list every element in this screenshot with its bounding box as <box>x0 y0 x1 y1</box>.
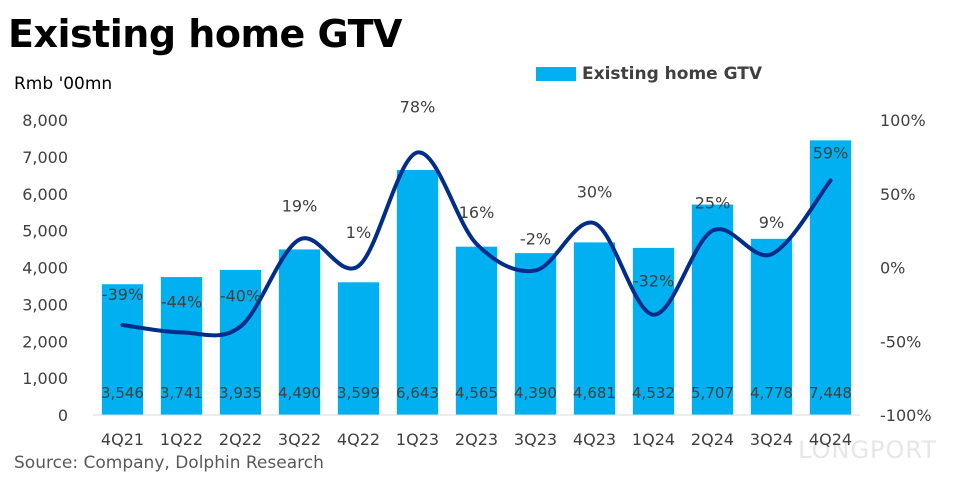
bar-value-label: 3,599 <box>337 384 380 402</box>
legend-swatch-gtv <box>536 67 576 81</box>
bar <box>514 253 557 415</box>
bar <box>337 282 380 415</box>
x-axis-tick-label: 2Q22 <box>219 430 262 449</box>
x-axis-tick-label: 4Q21 <box>101 430 144 449</box>
left-axis-tick-label: 7,000 <box>22 148 68 167</box>
left-axis-tick-label: 4,000 <box>22 259 68 278</box>
line-value-label: 59% <box>813 143 849 162</box>
bar-value-label: 7,448 <box>809 384 852 402</box>
bar <box>396 170 439 415</box>
x-axis-tick-label: 2Q23 <box>455 430 498 449</box>
x-axis-tick-label: 1Q24 <box>632 430 675 449</box>
line-series <box>120 150 833 338</box>
source-note: Source: Company, Dolphin Research <box>14 453 324 473</box>
bar-value-label: 5,707 <box>691 384 734 402</box>
bar-value-label: 3,546 <box>101 384 144 402</box>
bar-value-label: 3,741 <box>160 384 203 402</box>
left-axis-tick-label: 8,000 <box>22 111 68 130</box>
bar-value-labels: 3,546 3,741 3,935 4,490 3,599 6,643 4,565 4,390… <box>101 384 852 402</box>
left-axis-tick-label: 5,000 <box>22 222 68 241</box>
bar-value-label: 4,565 <box>455 384 498 402</box>
bar <box>573 242 616 415</box>
bar-series <box>101 140 852 416</box>
right-axis: -100% -50% 0% 50% 100% <box>880 111 932 425</box>
right-axis-tick-label: -50% <box>880 332 921 351</box>
bar <box>632 247 675 415</box>
bar-value-label: 6,643 <box>396 384 439 402</box>
left-axis-tick-label: 6,000 <box>22 185 68 204</box>
line-value-label: 78% <box>400 97 436 116</box>
chart-title: Existing home GTV <box>8 12 402 56</box>
watermark-text: LONGPORT <box>798 436 937 464</box>
left-axis: 0 1,000 2,000 3,000 4,000 5,000 6,000 7,000 8,00… <box>22 111 68 425</box>
line-value-label: 1% <box>346 223 371 242</box>
bar <box>750 238 793 415</box>
line-value-label: 30% <box>577 182 613 201</box>
bar-value-label: 4,681 <box>573 384 616 402</box>
left-axis-tick-label: 0 <box>58 406 68 425</box>
right-axis-tick-label: -100% <box>880 406 932 425</box>
line-value-label: -40% <box>220 287 261 306</box>
bar <box>455 246 498 415</box>
right-axis-tick-label: 0% <box>880 259 905 278</box>
line-value-label: -39% <box>102 285 143 304</box>
bar-value-label: 4,778 <box>750 384 793 402</box>
yoy-growth-line <box>120 150 833 338</box>
bar <box>278 249 321 415</box>
bar <box>809 140 852 416</box>
line-value-labels: -39% -44% -40% 19% 1% 78% 16% -2% 30% -32% 25% 9% 59… <box>102 97 848 311</box>
bar <box>691 204 734 415</box>
x-axis-tick-label: 4Q23 <box>573 430 616 449</box>
y-axis-unit-label: Rmb '00mn <box>14 74 113 94</box>
x-axis-tick-label: 1Q23 <box>396 430 439 449</box>
left-axis-tick-label: 3,000 <box>22 295 68 314</box>
bar <box>219 269 262 415</box>
x-axis-tick-label: 3Q24 <box>750 430 793 449</box>
left-axis-tick-label: 1,000 <box>22 369 68 388</box>
left-axis-tick-label: 2,000 <box>22 332 68 351</box>
line-value-label: 16% <box>459 203 495 222</box>
line-value-label: -32% <box>633 272 674 291</box>
right-axis-tick-label: 100% <box>880 111 926 130</box>
bar <box>160 277 203 415</box>
line-value-label: -2% <box>520 229 551 248</box>
line-value-label: 25% <box>695 194 731 213</box>
right-axis-tick-label: 50% <box>880 185 916 204</box>
x-axis-tick-label: 3Q23 <box>514 430 557 449</box>
legend-label-gtv: Existing home GTV <box>582 64 763 84</box>
x-axis-tick-label: 1Q22 <box>160 430 203 449</box>
x-axis-tick-label: 2Q24 <box>691 430 734 449</box>
bar-value-label: 4,390 <box>514 384 557 402</box>
bar-value-label: 3,935 <box>219 384 262 402</box>
bar <box>101 284 144 415</box>
line-value-label: -44% <box>161 292 202 311</box>
x-axis-tick-label: 4Q22 <box>337 430 380 449</box>
line-value-label: 9% <box>759 213 784 232</box>
x-axis: 4Q21 1Q22 2Q22 3Q22 4Q22 1Q23 2Q23 3Q23 4Q23 1Q24… <box>93 414 860 449</box>
line-value-label: 19% <box>282 196 318 215</box>
bar-value-label: 4,532 <box>632 384 675 402</box>
bar-value-label: 4,490 <box>278 384 321 402</box>
x-axis-tick-label: 3Q22 <box>278 430 321 449</box>
legend: Existing home GTV <box>536 64 762 84</box>
x-axis-tick-label: 4Q24 <box>809 430 852 449</box>
